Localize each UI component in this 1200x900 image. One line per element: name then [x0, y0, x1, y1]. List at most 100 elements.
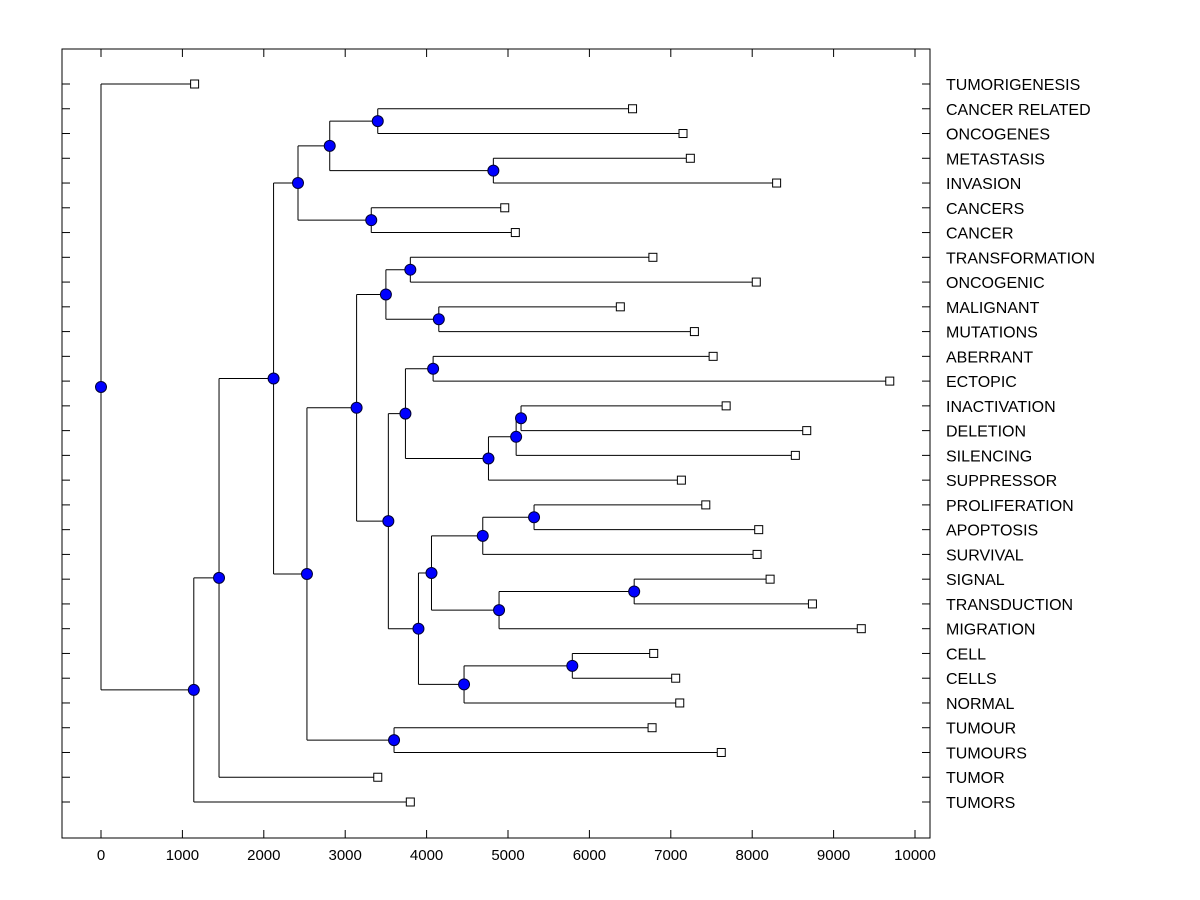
leaf-marker: [765, 574, 775, 584]
x-tick-label: 10000: [894, 847, 936, 864]
x-tick-label: 2000: [247, 847, 280, 864]
merge-node: [476, 529, 489, 542]
leaf-labels: TUMORIGENESIS CANCER RELATED ONCOGENES META…: [946, 77, 1095, 812]
leaf-label: MUTATIONS: [946, 325, 1038, 342]
leaf-marker: [649, 648, 659, 658]
merge-node: [291, 177, 304, 190]
merge-node: [350, 401, 363, 414]
x-tick-label: 1000: [166, 847, 199, 864]
leaf-marker: [802, 426, 812, 436]
leaf-label: TUMOURS: [946, 745, 1027, 762]
leaf-label: SILENCING: [946, 448, 1032, 465]
merge-node: [213, 571, 226, 584]
leaf-label: TUMORIGENESIS: [946, 77, 1080, 94]
x-axis-tick-labels: 0 1000 2000 3000 4000 5000 6000 7000 8000 9000 100…: [97, 847, 936, 864]
merge-node: [95, 380, 107, 393]
merge-node: [187, 683, 200, 696]
leaf-marker: [671, 673, 681, 683]
leaf-marker: [689, 327, 699, 337]
leaf-marker: [675, 698, 685, 708]
x-tick-label: 5000: [491, 847, 524, 864]
axis-ticks: [62, 49, 930, 838]
merge-node: [323, 139, 336, 152]
merge-node: [399, 407, 412, 420]
leaf-label: TRANSFORMATION: [946, 250, 1095, 267]
leaf-label: METASTASIS: [946, 151, 1045, 168]
leaf-label: NORMAL: [946, 696, 1015, 713]
merge-node: [628, 585, 641, 598]
leaf-marker: [648, 252, 658, 262]
merge-node: [425, 566, 438, 579]
leaf-marker: [807, 599, 817, 609]
merge-node: [487, 164, 500, 177]
leaf-marker: [754, 525, 764, 535]
leaf-label: MALIGNANT: [946, 300, 1040, 317]
leaf-label: ABERRANT: [946, 349, 1033, 366]
merge-node: [432, 313, 445, 326]
leaf-marker: [676, 475, 686, 485]
leaf-label: TUMOUR: [946, 721, 1016, 738]
merge-node: [427, 362, 440, 375]
leaf-marker: [701, 500, 711, 510]
leaf-marker: [752, 549, 762, 559]
leaf-marker: [510, 228, 520, 238]
leaf-marker: [856, 624, 866, 634]
merge-node: [267, 372, 280, 385]
merge-node: [482, 452, 495, 465]
leaf-label: ECTOPIC: [946, 374, 1017, 391]
leaf-label: DELETION: [946, 424, 1026, 441]
leaf-marker: [373, 772, 383, 782]
leaf-label: SIGNAL: [946, 572, 1005, 589]
leaf-marker: [190, 79, 200, 89]
dendrogram-links: [100, 83, 890, 803]
leaf-marker: [685, 153, 695, 163]
leaf-label: TUMOR: [946, 770, 1005, 787]
leaf-marker: [628, 104, 638, 114]
dendrogram-leaves: [190, 79, 895, 807]
x-tick-label: 6000: [573, 847, 606, 864]
leaf-label: CANCERS: [946, 201, 1024, 218]
merge-node: [412, 622, 425, 635]
leaf-label: CANCER: [946, 226, 1014, 243]
x-tick-label: 0: [97, 847, 105, 864]
leaf-marker: [721, 401, 731, 411]
leaf-label: ONCOGENIC: [946, 275, 1045, 292]
leaf-marker: [678, 129, 688, 139]
leaf-marker: [716, 747, 726, 757]
merge-node: [388, 734, 401, 747]
leaf-label: PROLIFERATION: [946, 498, 1074, 515]
merge-node: [382, 515, 395, 528]
x-tick-label: 3000: [329, 847, 362, 864]
merge-node: [300, 567, 313, 580]
merge-node: [365, 214, 378, 227]
merge-node: [458, 678, 471, 691]
leaf-marker: [500, 203, 510, 213]
leaf-label: SUPPRESSOR: [946, 473, 1057, 490]
leaf-label: TUMORS: [946, 795, 1015, 812]
leaf-label: SURVIVAL: [946, 547, 1024, 564]
leaf-label: CANCER RELATED: [946, 102, 1091, 119]
leaf-marker: [751, 277, 761, 287]
x-tick-label: 9000: [817, 847, 850, 864]
merge-node: [528, 511, 541, 524]
merge-node: [510, 430, 523, 443]
leaf-marker: [647, 723, 657, 733]
leaf-label: APOPTOSIS: [946, 523, 1038, 540]
leaf-label: INVASION: [946, 176, 1021, 193]
leaf-label: CELL: [946, 646, 986, 663]
merge-node: [404, 263, 417, 276]
leaf-label: MIGRATION: [946, 622, 1035, 639]
leaf-marker: [772, 178, 782, 188]
leaf-marker: [885, 376, 895, 386]
x-tick-label: 4000: [410, 847, 443, 864]
leaf-label: TRANSDUCTION: [946, 597, 1073, 614]
leaf-label: ONCOGENES: [946, 127, 1050, 144]
dendrogram-nodes: [95, 115, 641, 747]
merge-node: [379, 288, 392, 301]
merge-node: [371, 115, 384, 128]
leaf-marker: [790, 450, 800, 460]
leaf-label: CELLS: [946, 671, 997, 688]
leaf-marker: [405, 797, 415, 807]
leaf-marker: [615, 302, 625, 312]
